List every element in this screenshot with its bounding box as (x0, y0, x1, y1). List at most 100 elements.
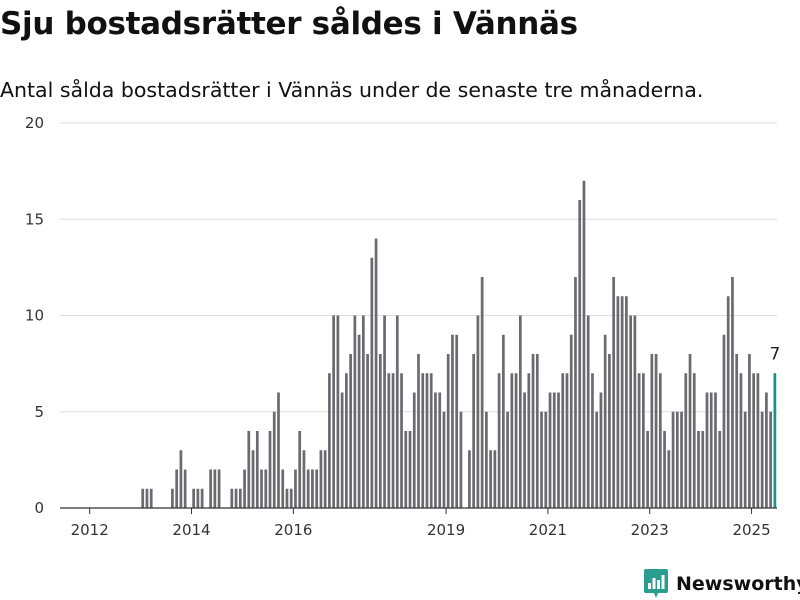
bar (468, 450, 471, 508)
last-value-label: 7 (769, 344, 780, 364)
bar (629, 315, 632, 508)
bar (366, 354, 369, 508)
bar (285, 488, 289, 508)
bar (765, 392, 768, 508)
bar (633, 315, 637, 508)
bar (557, 392, 560, 508)
bar (311, 469, 314, 508)
bar (663, 431, 666, 508)
bar (544, 411, 548, 508)
y-tick-label: 10 (25, 307, 44, 325)
bar (209, 469, 212, 508)
bar (548, 392, 552, 508)
bar (591, 373, 594, 508)
bar (272, 411, 276, 508)
bar (319, 450, 323, 508)
bar (760, 411, 764, 508)
bar (442, 411, 446, 508)
bar (336, 315, 340, 508)
bar (642, 373, 645, 508)
bar (145, 488, 149, 508)
bar (654, 354, 658, 508)
bar (506, 411, 509, 508)
bar (675, 411, 679, 508)
bar (332, 315, 336, 508)
bar (735, 354, 739, 508)
x-tick-label: 2021 (529, 521, 567, 539)
bar (489, 450, 492, 508)
bar (582, 180, 586, 508)
bar (315, 469, 319, 508)
bar (149, 488, 153, 508)
bar (302, 450, 306, 508)
bar (540, 411, 543, 508)
bar (247, 431, 251, 508)
bar (260, 469, 263, 508)
bar (383, 315, 386, 508)
bar (298, 431, 302, 508)
bar (446, 354, 450, 508)
bar (183, 469, 187, 508)
newsworthy-brand[interactable]: Newsworthy (644, 569, 800, 599)
bar (497, 373, 501, 508)
x-tick-label: 2023 (631, 521, 669, 539)
bar (357, 334, 361, 508)
bar (480, 277, 484, 508)
bar (213, 469, 217, 508)
y-axis-labels: 0 5 10 15 20 (25, 114, 44, 517)
bar (726, 296, 730, 508)
bar (434, 392, 437, 508)
bar (608, 354, 611, 508)
bar (603, 334, 607, 508)
bar (523, 392, 526, 508)
bar (192, 488, 195, 508)
bar (731, 277, 734, 508)
bar (701, 431, 705, 508)
bar (196, 488, 200, 508)
bar (408, 431, 412, 508)
bar (294, 469, 297, 508)
bar (400, 373, 403, 508)
bar (459, 411, 463, 508)
bar (171, 488, 174, 508)
bar (345, 373, 348, 508)
bar (714, 392, 717, 508)
bar (646, 431, 649, 508)
bar (680, 411, 683, 508)
bar (578, 200, 582, 508)
x-axis: 2012 2014 2016 2019 2021 2023 2025 (60, 507, 777, 539)
bar (739, 373, 743, 508)
bar (552, 392, 556, 508)
bar (565, 373, 569, 508)
bar (472, 354, 476, 508)
bar-latest (773, 373, 777, 508)
bar (688, 354, 692, 508)
bar (370, 257, 374, 508)
bar (374, 238, 378, 508)
bar (425, 373, 429, 508)
bar (251, 450, 255, 508)
bar (404, 431, 408, 508)
x-tick-label: 2012 (71, 521, 109, 539)
bar (501, 334, 505, 508)
bar (769, 411, 772, 508)
bar (323, 450, 327, 508)
bars: 7 (141, 180, 780, 508)
bar (658, 373, 662, 508)
chart-title: Sju bostadsrätter såldes i Vännäs (0, 6, 578, 42)
bar (234, 488, 238, 508)
bar (243, 469, 246, 508)
bar (230, 488, 234, 508)
newsworthy-logo-icon (644, 569, 668, 598)
bar (175, 469, 179, 508)
bar (264, 469, 268, 508)
x-tick-label: 2014 (172, 521, 210, 539)
y-tick-label: 0 (34, 499, 44, 517)
bar (620, 296, 624, 508)
bar (671, 411, 675, 508)
bar (705, 392, 709, 508)
bar (141, 488, 145, 508)
bar (179, 450, 183, 508)
bar (340, 392, 344, 508)
bar (527, 373, 531, 508)
